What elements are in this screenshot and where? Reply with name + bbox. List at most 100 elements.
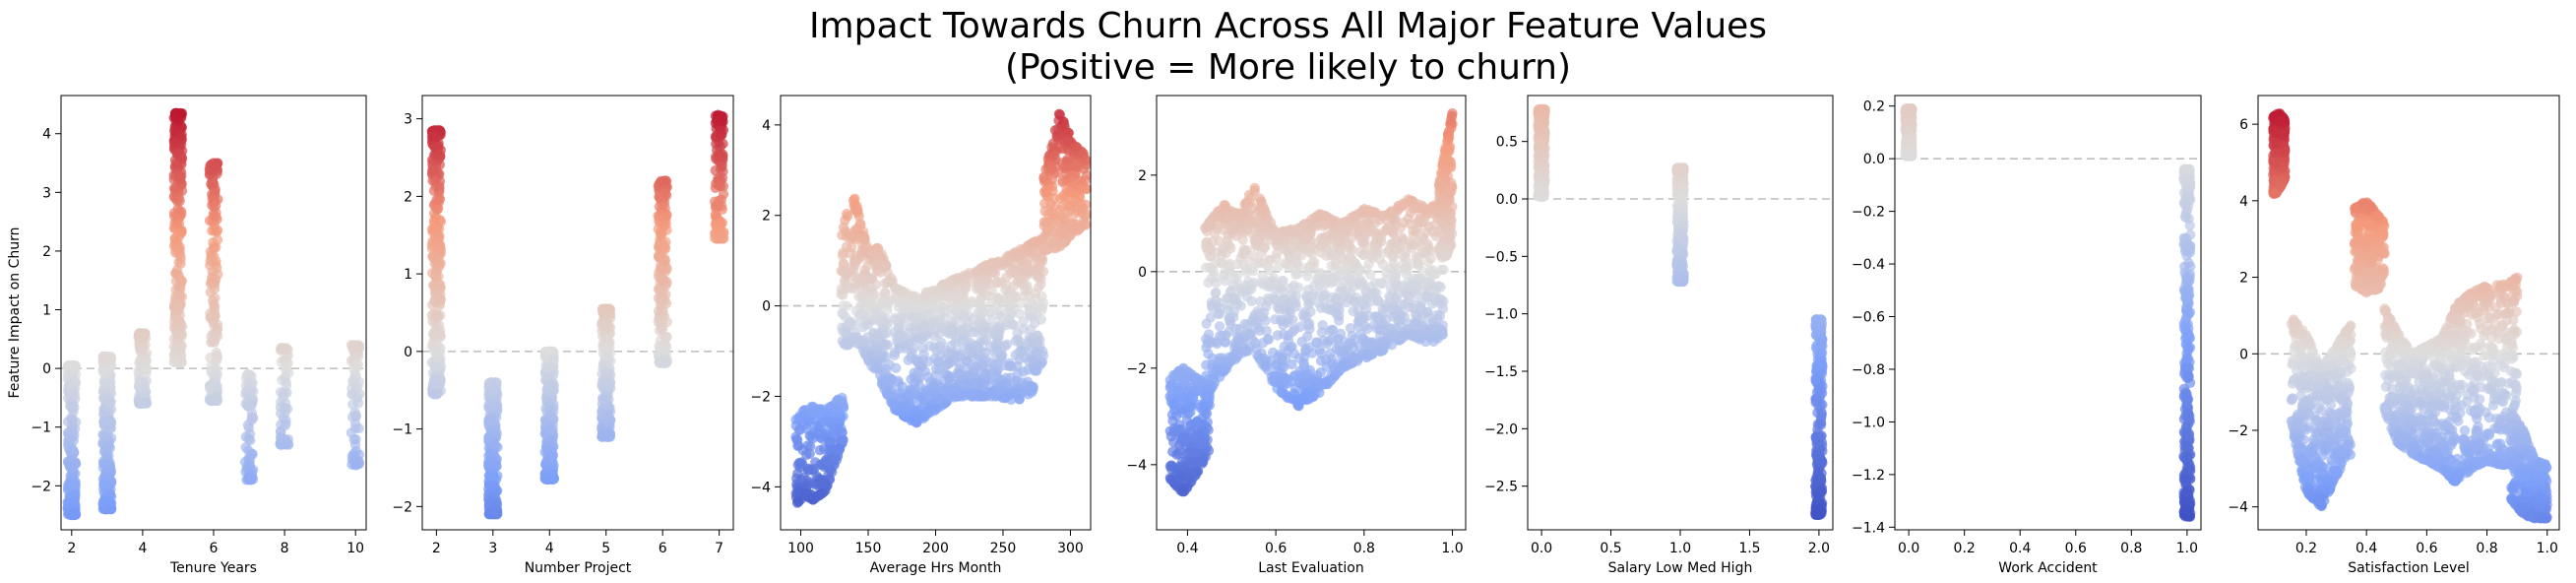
data-point	[484, 470, 495, 481]
data-point	[432, 361, 443, 373]
x-tick-label: 100	[787, 541, 814, 556]
data-point	[910, 415, 920, 425]
data-point	[169, 125, 180, 137]
data-point	[429, 175, 440, 186]
data-point	[715, 110, 725, 121]
y-tick-label: 1	[42, 303, 51, 319]
data-point	[1062, 186, 1074, 197]
data-point	[844, 267, 854, 278]
data-point	[346, 383, 357, 394]
y-tick-label: 0	[762, 299, 771, 315]
data-point	[991, 371, 1002, 382]
data-point	[1033, 282, 1044, 293]
data-point	[68, 444, 79, 456]
data-point	[349, 439, 361, 450]
data-point	[887, 276, 898, 287]
data-point	[1008, 292, 1020, 304]
y-tick-label: 1	[404, 267, 412, 283]
data-point	[660, 255, 671, 266]
data-point	[710, 209, 722, 220]
data-point	[68, 361, 80, 372]
data-point	[920, 287, 932, 297]
data-point	[66, 415, 77, 425]
data-point	[991, 257, 1003, 268]
data-point	[246, 371, 257, 382]
data-point	[992, 346, 1003, 356]
data-point	[890, 314, 901, 325]
data-point	[1080, 199, 1092, 210]
y-tick-label: −2	[392, 499, 412, 515]
data-point	[794, 424, 805, 435]
data-point	[168, 183, 180, 194]
data-point	[1040, 186, 1052, 197]
data-point	[1012, 334, 1024, 345]
data-point	[486, 398, 497, 409]
data-point	[98, 429, 109, 441]
data-point	[895, 327, 906, 339]
data-point	[176, 153, 188, 164]
data-point	[489, 417, 500, 427]
data-point	[977, 306, 988, 317]
x-tick-label: 3	[488, 541, 497, 556]
data-point	[1032, 365, 1042, 376]
data-point	[211, 392, 221, 403]
y-tick-label: 4	[42, 127, 51, 143]
data-point	[962, 302, 974, 313]
data-point	[1027, 304, 1037, 315]
data-point	[974, 297, 985, 308]
data-point	[138, 383, 150, 394]
data-point	[841, 230, 852, 242]
data-point	[1001, 339, 1013, 350]
data-point	[940, 345, 952, 356]
x-tick-label: 250	[990, 541, 1017, 556]
data-point	[993, 292, 1004, 304]
data-point	[1203, 445, 1215, 456]
data-point	[1197, 458, 1208, 469]
data-point	[434, 325, 446, 336]
data-point	[972, 340, 982, 352]
data-point	[599, 342, 611, 353]
x-tick-label: 4	[138, 541, 147, 556]
data-point	[712, 224, 723, 234]
data-point	[280, 387, 290, 398]
data-point	[829, 403, 840, 414]
data-point	[1166, 464, 1177, 475]
scatter-points	[790, 108, 1093, 508]
data-point	[969, 378, 979, 389]
data-point	[1043, 209, 1054, 220]
data-point	[1037, 243, 1049, 254]
data-point	[912, 366, 923, 377]
data-point	[806, 408, 818, 419]
data-point	[211, 162, 221, 172]
data-point	[849, 319, 860, 330]
data-point	[67, 371, 79, 383]
y-tick-label: −2	[31, 479, 51, 494]
data-point	[102, 380, 113, 392]
data-point	[655, 299, 666, 310]
data-point	[923, 356, 934, 367]
data-point	[283, 357, 293, 369]
data-point	[866, 283, 877, 294]
data-point	[281, 415, 291, 425]
data-point	[1185, 421, 1196, 431]
data-point	[346, 450, 358, 462]
data-point	[173, 170, 184, 181]
data-point	[1182, 447, 1193, 459]
data-point	[879, 287, 891, 297]
data-point	[1062, 154, 1073, 164]
data-point	[1047, 237, 1058, 248]
x-tick-label: 4	[545, 541, 554, 556]
data-point	[545, 450, 556, 462]
data-point	[546, 410, 557, 421]
data-point	[173, 292, 184, 302]
data-point	[1071, 141, 1082, 153]
data-point	[894, 285, 905, 295]
data-point	[1194, 439, 1206, 450]
data-point	[930, 404, 941, 415]
data-point	[243, 445, 254, 456]
data-point	[994, 382, 1005, 393]
data-point	[1070, 201, 1082, 212]
